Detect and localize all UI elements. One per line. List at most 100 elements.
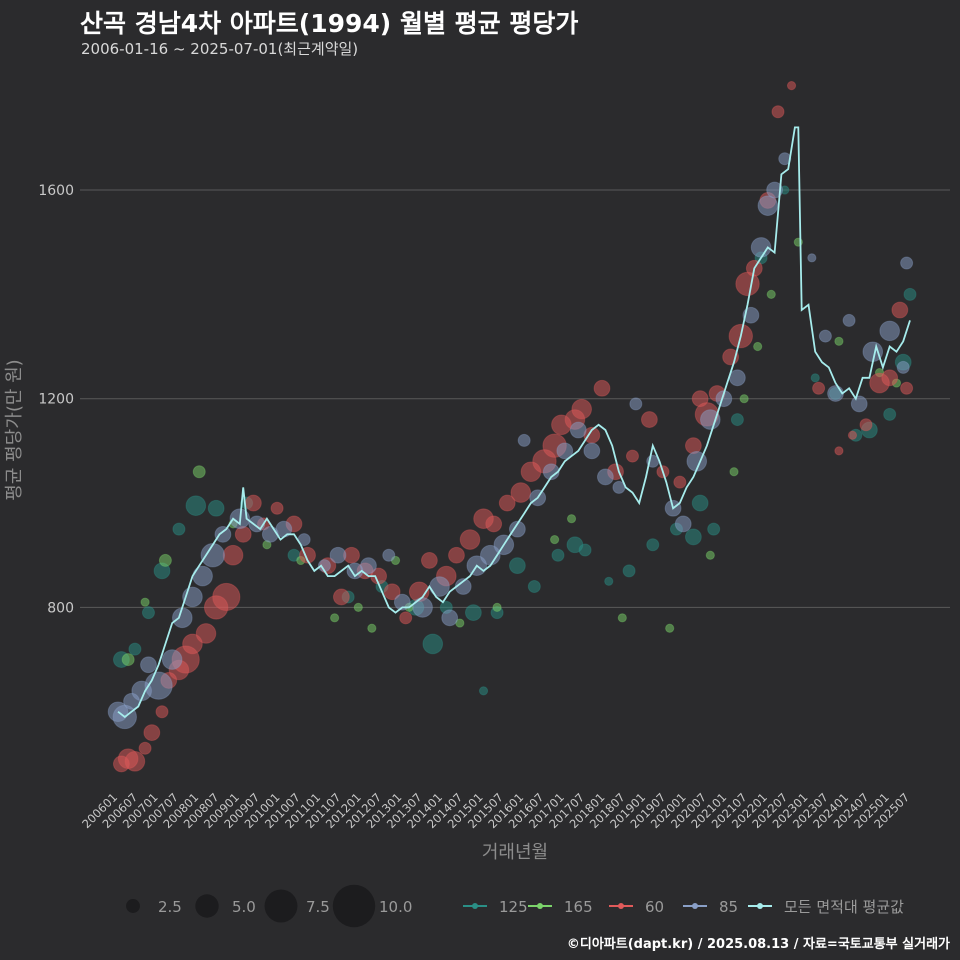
data-point-85 [542,463,560,481]
data-point-165 [566,514,577,524]
y-tick-label: 1200 [38,392,74,408]
scatter-points [107,81,917,773]
footer-credit: ©디아파트(dapt.kr) / 2025.08.13 / 자료=국토교통부 실… [566,937,950,952]
data-point-60 [399,611,413,625]
data-point-60 [459,529,481,550]
data-point-60 [498,494,516,512]
data-point-85 [879,320,900,342]
y-tick-label: 1600 [38,183,74,199]
data-point-125 [604,576,614,586]
data-point-85 [214,525,232,543]
data-point-60 [625,449,639,463]
data-point-165 [492,602,502,612]
data-point-165 [353,602,363,612]
data-point-125 [508,557,526,575]
data-point-165 [705,550,715,560]
data-point-60 [222,544,244,566]
data-point-85 [807,253,817,263]
data-point-85 [517,433,531,447]
average-line [117,126,911,719]
data-point-125 [464,604,482,622]
data-point-85 [393,593,411,611]
data-point-60 [195,623,217,644]
data-point-85 [766,181,784,199]
legend-key-dot [757,903,763,909]
data-point-60 [859,418,873,432]
data-point-60 [881,369,899,387]
data-point-165 [455,618,465,628]
data-point-60 [234,525,252,543]
size-legend-marker [332,884,376,928]
legend-label: 165 [564,898,593,916]
data-point-85 [200,543,225,568]
data-point-165 [739,394,749,404]
data-point-60 [244,494,262,512]
average-line-path [117,126,911,719]
data-point-125 [478,686,489,696]
data-point-60 [571,398,592,420]
data-point-85 [700,409,721,430]
legend: 2.5 5.0 7.5 10.0 125 165 60 85 모든 면적대 평균값 [126,884,904,928]
data-point-85 [508,520,526,538]
data-point-60 [593,379,611,397]
data-point-125 [185,495,207,516]
size-legend-label: 10.0 [379,898,412,916]
data-point-85 [900,256,914,270]
data-point-85 [360,557,377,575]
data-point-85 [172,607,193,629]
data-point-125 [622,564,636,578]
data-point-165 [330,613,340,623]
data-point-85 [728,369,746,387]
data-point-165 [121,653,135,667]
size-legend-label: 2.5 [158,898,182,916]
data-point-60 [684,437,702,455]
data-point-60 [900,381,914,395]
data-point-125 [903,287,917,301]
data-point-85 [896,360,910,374]
data-point-60 [332,588,350,606]
legend-key-dot [472,903,478,909]
data-point-60 [847,430,858,440]
data-point-85 [329,546,347,564]
y-axis-label: 평균 평당가(만 원) [4,359,25,500]
data-point-85 [583,442,601,460]
data-point-125 [172,522,186,536]
legend-label: 125 [499,898,528,916]
data-point-85 [850,395,868,413]
y-tick-label: 800 [47,600,74,616]
x-axis-label: 거래년월 [482,842,548,863]
legend-label: 60 [645,898,664,916]
data-point-125 [707,522,721,536]
data-point-125 [141,606,155,620]
legend-key-dot [692,903,698,909]
data-point-165 [729,467,739,477]
data-point-165 [550,534,560,545]
size-legend-marker [126,899,140,913]
size-legend-marker [264,889,298,923]
data-point-60 [834,446,844,456]
data-point-125 [730,413,744,427]
chart-subtitle: 2006-01-16 ~ 2025-07-01(최근계약일) [81,40,359,58]
data-point-165 [367,623,377,633]
data-point-60 [383,583,401,601]
data-point-60 [420,552,438,569]
data-point-165 [753,341,763,352]
data-point-60 [270,501,284,515]
data-point-85 [248,515,266,533]
data-point-85 [382,548,396,562]
data-point-125 [810,373,820,383]
data-point-60 [640,411,658,428]
data-point-60 [124,751,146,772]
data-point-125 [527,580,541,594]
data-point-60 [485,515,503,533]
legend-label: 모든 면적대 평균값 [784,898,904,916]
data-point-165 [766,289,776,299]
size-legend-label: 7.5 [306,898,330,916]
chart-title: 산곡 경남4차 아파트(1994) 월별 평균 평당가 [80,9,579,38]
data-point-60 [155,705,169,719]
data-point-85 [842,313,856,327]
data-point-60 [786,81,797,91]
data-point-85 [140,656,157,674]
data-point-85 [429,576,450,597]
data-point-125 [883,407,897,421]
